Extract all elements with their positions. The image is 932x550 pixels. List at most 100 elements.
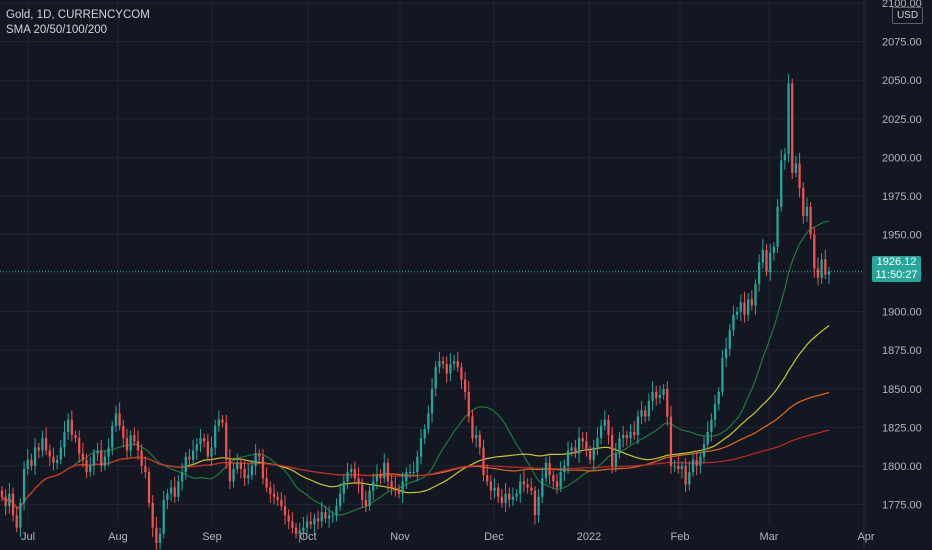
symbol-title[interactable]: Gold, 1D, CURRENCYCOM xyxy=(6,9,150,21)
candle-body xyxy=(533,490,537,516)
candle-body xyxy=(386,462,390,482)
candle-body xyxy=(486,475,489,482)
candle-body xyxy=(519,481,522,494)
candle-body xyxy=(611,435,614,466)
candle-body xyxy=(48,450,51,457)
candle-body xyxy=(761,249,764,263)
candle-body xyxy=(258,453,261,457)
candle-body xyxy=(816,268,820,278)
candle-body xyxy=(221,419,224,423)
last-price-tag: 1926.12 11:50:27 xyxy=(872,256,921,282)
candle-body xyxy=(824,259,827,275)
candle-body xyxy=(111,425,114,448)
candle-body xyxy=(515,493,518,497)
candle-body xyxy=(416,456,419,473)
candle-body xyxy=(155,527,158,544)
candle-body xyxy=(298,530,301,534)
candle-body xyxy=(463,379,467,392)
candle-body xyxy=(511,496,515,500)
candle-body xyxy=(408,472,412,474)
candle-body xyxy=(261,456,265,479)
candle-body xyxy=(107,447,110,457)
candle-body xyxy=(541,478,544,497)
indicator-label[interactable]: SMA 20/50/100/200 xyxy=(6,24,108,36)
y-tick-label: 1875.00 xyxy=(882,345,922,357)
candle-body xyxy=(552,475,555,482)
y-tick-label: 1950.00 xyxy=(882,230,922,242)
candle-body xyxy=(309,521,312,525)
candle-body xyxy=(173,487,176,497)
candle-body xyxy=(225,422,228,460)
candle-body xyxy=(375,475,379,482)
y-tick-label: 1850.00 xyxy=(882,384,922,396)
candle-body xyxy=(228,459,232,482)
candle-body xyxy=(129,435,132,451)
candle-body xyxy=(22,469,26,503)
candle-body xyxy=(566,450,570,466)
candle-body xyxy=(239,462,243,470)
x-tick-label: Apr xyxy=(857,531,874,543)
candle-body xyxy=(585,441,588,451)
candle-body xyxy=(581,438,584,442)
candle-body xyxy=(52,456,55,463)
grid-lines xyxy=(0,0,867,523)
candle-body xyxy=(166,493,169,500)
candle-body xyxy=(813,234,816,269)
candle-body xyxy=(89,465,92,473)
x-tick-label: 2022 xyxy=(577,531,601,543)
candle-body xyxy=(599,425,603,439)
candle-body xyxy=(30,459,33,466)
candles xyxy=(0,74,831,550)
candle-body xyxy=(776,206,779,247)
candle-body xyxy=(449,364,452,374)
candle-body xyxy=(607,419,610,436)
candle-body xyxy=(625,435,628,439)
candle-body xyxy=(342,481,345,494)
candle-body xyxy=(522,481,526,485)
candle-body xyxy=(526,484,529,488)
price-axis[interactable]: 2100.00 2075.00 2050.00 2025.00 2000.00 1975.… xyxy=(863,0,922,550)
candle-body xyxy=(8,493,11,507)
candle-body xyxy=(662,388,665,395)
candle-body xyxy=(250,465,254,476)
candle-body xyxy=(361,484,364,500)
candle-body xyxy=(456,361,459,368)
candle-body xyxy=(85,459,88,473)
candle-body xyxy=(559,472,562,488)
candle-body xyxy=(622,435,625,439)
candle-body xyxy=(195,444,198,451)
currency-badge[interactable]: USD xyxy=(892,7,923,24)
y-tick-label: 1825.00 xyxy=(882,422,922,434)
candle-body xyxy=(287,515,290,522)
candle-body xyxy=(475,435,478,439)
candle-body xyxy=(203,438,206,442)
time-axis[interactable]: Jul Aug Sep Oct Nov Dec 2022 Feb Mar Apr xyxy=(21,531,875,543)
y-tick-label: 1975.00 xyxy=(882,191,922,203)
candle-body xyxy=(346,472,349,482)
candle-body xyxy=(63,431,66,448)
candle-body xyxy=(724,348,728,358)
candle-body xyxy=(353,469,356,479)
candle-body xyxy=(673,465,676,467)
y-tick-label: 2075.00 xyxy=(882,37,922,49)
candle-body xyxy=(177,481,180,497)
candle-body xyxy=(78,438,81,454)
candle-body xyxy=(313,518,316,525)
candle-body xyxy=(629,431,632,439)
candle-body xyxy=(493,487,496,491)
candle-body xyxy=(478,435,481,448)
candle-body xyxy=(666,388,669,417)
candle-body xyxy=(81,453,85,460)
candle-body xyxy=(570,447,573,451)
candle-body xyxy=(364,499,368,507)
candle-body xyxy=(445,364,448,374)
candle-body xyxy=(412,472,415,474)
x-tick-label: Aug xyxy=(108,531,128,543)
candle-body xyxy=(802,188,805,216)
candle-body xyxy=(419,438,423,457)
candle-body xyxy=(588,450,592,460)
candle-body xyxy=(710,419,713,432)
candle-body xyxy=(269,487,272,494)
candle-body xyxy=(677,465,680,470)
